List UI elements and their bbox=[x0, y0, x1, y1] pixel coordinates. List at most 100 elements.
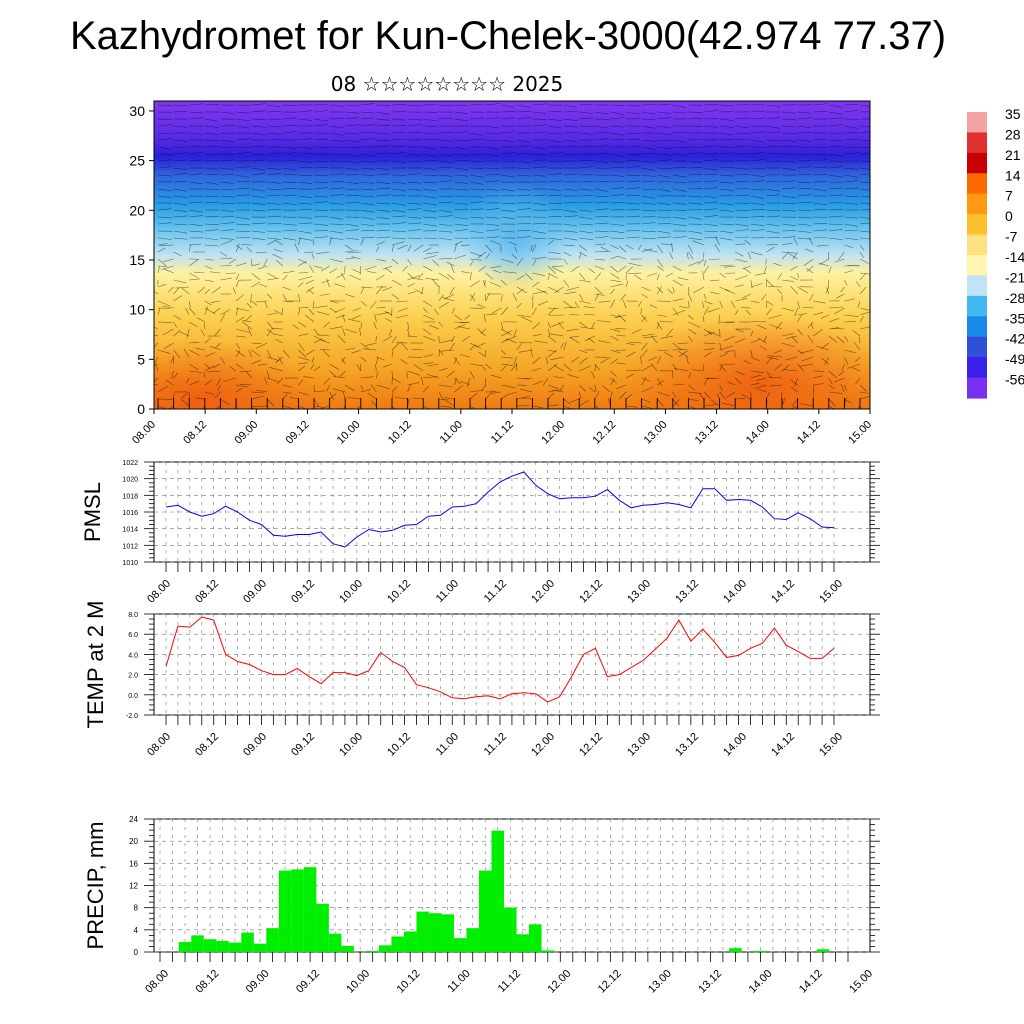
wind-barb bbox=[343, 405, 346, 409]
wind-barb bbox=[252, 405, 268, 407]
colorbar-swatch bbox=[967, 132, 987, 154]
wind-barb bbox=[532, 174, 547, 177]
wind-barb bbox=[656, 286, 662, 295]
wind-barb bbox=[338, 370, 346, 378]
wind-barb bbox=[360, 376, 374, 379]
wind-barb bbox=[235, 273, 240, 281]
wind-barb bbox=[813, 328, 823, 337]
colorbar-swatch bbox=[967, 316, 987, 338]
wind-barb bbox=[625, 187, 640, 190]
wind-barb bbox=[362, 348, 377, 351]
wind-barb bbox=[351, 349, 361, 354]
wind-barb bbox=[360, 117, 375, 120]
wind-barb bbox=[309, 265, 315, 274]
wind-barb bbox=[821, 314, 829, 319]
wind-barb bbox=[735, 298, 748, 302]
wind-barb bbox=[454, 240, 463, 246]
wind-barb bbox=[364, 265, 377, 271]
wind-barb bbox=[308, 289, 315, 295]
wind-barb bbox=[532, 103, 547, 106]
wind-barb bbox=[292, 324, 299, 330]
wind-barb bbox=[641, 230, 656, 233]
wind-barb bbox=[204, 195, 219, 197]
wind-barb bbox=[828, 237, 843, 240]
wind-barb bbox=[305, 279, 315, 284]
wind-barb bbox=[475, 342, 486, 348]
wind-barb bbox=[376, 187, 391, 190]
wind-barb bbox=[376, 145, 391, 148]
wind-barb bbox=[641, 160, 656, 163]
wind-barb bbox=[524, 272, 533, 281]
colorbar-label: -14 bbox=[1005, 249, 1024, 265]
wind-barb bbox=[625, 174, 640, 177]
wind-barb bbox=[483, 313, 486, 323]
wind-barb bbox=[157, 237, 172, 240]
wind-barb bbox=[251, 167, 266, 171]
wind-barb bbox=[859, 104, 870, 107]
wind-barb bbox=[423, 314, 435, 320]
wind-barb bbox=[329, 392, 337, 400]
wind-barb bbox=[610, 255, 619, 260]
wind-barb bbox=[828, 318, 840, 323]
wind-barb bbox=[579, 195, 594, 197]
wind-barb bbox=[329, 216, 344, 220]
wind-barb bbox=[766, 117, 781, 120]
wind-barb bbox=[641, 364, 653, 372]
wind-barb bbox=[454, 153, 469, 156]
x-tick-label: 13.00 bbox=[646, 968, 674, 996]
wind-barb bbox=[345, 153, 359, 157]
wind-barb bbox=[532, 159, 547, 162]
wind-barb bbox=[625, 209, 641, 211]
wind-barb bbox=[294, 243, 299, 253]
wind-barb bbox=[329, 326, 344, 330]
wind-barb bbox=[267, 312, 278, 316]
wind-barb bbox=[235, 335, 246, 338]
wind-barb bbox=[702, 301, 705, 309]
x-tick-label: 10.00 bbox=[337, 731, 365, 759]
wind-barb bbox=[411, 348, 424, 351]
colorbar-swatch bbox=[967, 214, 987, 236]
wind-barb bbox=[610, 349, 621, 354]
wind-barb bbox=[610, 230, 625, 234]
wind-barb bbox=[656, 258, 664, 268]
wind-barb bbox=[426, 373, 439, 379]
wind-barb bbox=[267, 167, 281, 170]
wind-barb bbox=[165, 379, 174, 386]
wind-barb bbox=[242, 321, 252, 330]
wind-barb bbox=[828, 229, 843, 232]
y-tick-label: 1022 bbox=[122, 460, 138, 467]
cross-section-x-axis: 08.00 08.12 09.00 09.12 10.00 10.12 11.00 11.12… bbox=[130, 409, 874, 447]
wind-barb bbox=[625, 202, 640, 205]
wind-barb bbox=[376, 167, 391, 171]
wind-barb bbox=[423, 153, 437, 157]
wind-barb bbox=[157, 216, 172, 219]
wind-barb bbox=[329, 146, 344, 148]
wind-barb bbox=[766, 125, 780, 129]
wind-barb bbox=[750, 125, 765, 127]
wind-barb bbox=[579, 321, 588, 328]
wind-barb bbox=[418, 272, 424, 279]
wind-barb bbox=[750, 202, 765, 205]
wind-barb bbox=[485, 103, 500, 106]
wind-barb bbox=[596, 320, 611, 323]
wind-barb bbox=[376, 118, 391, 121]
wind-barb bbox=[563, 405, 572, 409]
y-tick-label: 4 bbox=[134, 926, 139, 935]
wind-barb bbox=[750, 339, 760, 344]
wind-barb bbox=[828, 202, 843, 204]
wind-barb bbox=[797, 117, 812, 120]
wind-barb bbox=[781, 391, 783, 400]
wind-barb bbox=[672, 146, 687, 149]
wind-barb bbox=[482, 364, 486, 372]
wind-barb bbox=[615, 349, 627, 351]
wind-barb bbox=[446, 370, 455, 378]
wind-barb bbox=[313, 338, 323, 344]
wind-barb bbox=[469, 201, 484, 204]
wind-barb bbox=[672, 279, 683, 286]
wind-barb bbox=[828, 181, 843, 183]
wind-barb bbox=[235, 342, 241, 350]
wind-barb bbox=[688, 202, 703, 205]
wind-barb bbox=[407, 275, 420, 281]
x-tick-label: 11.12 bbox=[482, 731, 509, 758]
y-tick-label: 16 bbox=[129, 859, 138, 868]
